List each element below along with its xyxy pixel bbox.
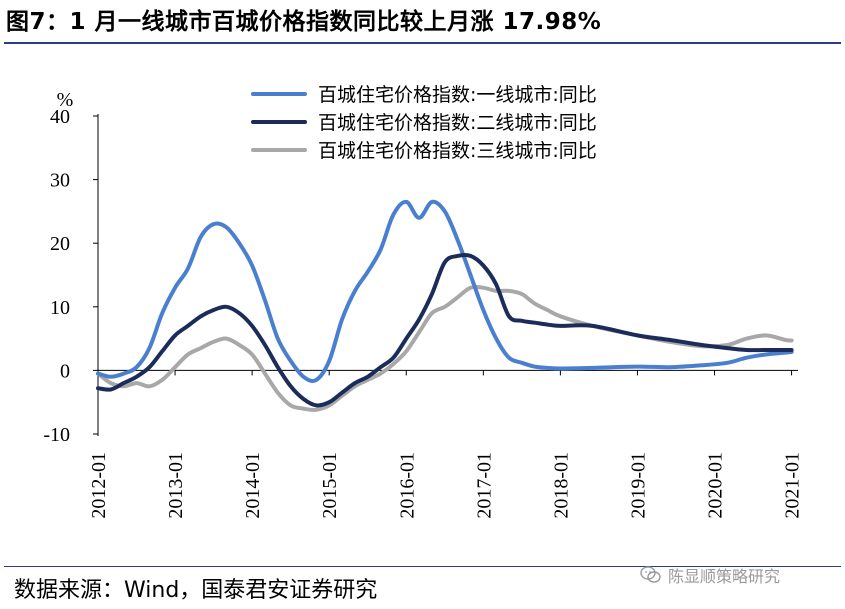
- series-line-tier3: [96, 284, 794, 412]
- legend-item-tier2: 百城住宅价格指数:二线城市:同比: [251, 112, 597, 134]
- footer-rule: [4, 566, 841, 567]
- wechat-icon: [640, 566, 661, 583]
- x-tick-label: 2018-01: [550, 452, 572, 519]
- source-note: 数据来源：Wind，国泰君安证券研究: [14, 578, 378, 603]
- y-tick-label: 0: [60, 360, 70, 382]
- y-tick-label: 40: [50, 106, 70, 128]
- x-tick-label: 2012-01: [88, 452, 110, 519]
- axes: -10 0 10 20 30 40% 2012-01 2013-01 2014-01 2015-0…: [43, 89, 803, 519]
- legend: 百城住宅价格指数:一线城市:同比百城住宅价格指数:二线城市:同比百城住宅价格指数…: [251, 84, 597, 162]
- legend-item-tier3: 百城住宅价格指数:三线城市:同比: [251, 140, 597, 162]
- x-tick-label: 2014-01: [242, 452, 264, 519]
- series-line-tier2: [96, 252, 794, 408]
- series-layer: [96, 199, 794, 412]
- x-tick-label: 2016-01: [396, 452, 418, 519]
- chart-area: -10 0 10 20 30 40% 2012-01 2013-01 2014-01 2015-0…: [43, 84, 803, 519]
- x-tick-label: 2015-01: [319, 452, 341, 519]
- watermark-text: 陈显顺策略研究: [668, 567, 781, 586]
- legend-item-tier1: 百城住宅价格指数:一线城市:同比: [251, 84, 597, 106]
- legend-label: 百城住宅价格指数:一线城市:同比: [318, 84, 597, 106]
- y-tick-label: -10: [43, 424, 70, 446]
- watermark: 陈显顺策略研究: [640, 563, 780, 587]
- x-tick-label: 2019-01: [627, 452, 649, 519]
- y-axis-unit: %: [57, 89, 74, 111]
- legend-label: 百城住宅价格指数:二线城市:同比: [318, 112, 597, 134]
- title-rule: [4, 42, 841, 44]
- x-tick-label: 2021-01: [782, 452, 804, 519]
- y-tick-label: 20: [50, 233, 70, 255]
- y-tick-label: 10: [50, 297, 70, 319]
- x-tick-label: 2017-01: [473, 452, 495, 519]
- series-line-tier1: [96, 199, 794, 383]
- x-tick-label: 2020-01: [705, 452, 727, 519]
- x-tick-label: 2013-01: [165, 452, 187, 519]
- chart-title: 图7：1 月一线城市百城价格指数同比较上月涨 17.98%: [6, 9, 602, 35]
- legend-label: 百城住宅价格指数:三线城市:同比: [318, 140, 597, 162]
- y-tick-label: 30: [50, 170, 70, 192]
